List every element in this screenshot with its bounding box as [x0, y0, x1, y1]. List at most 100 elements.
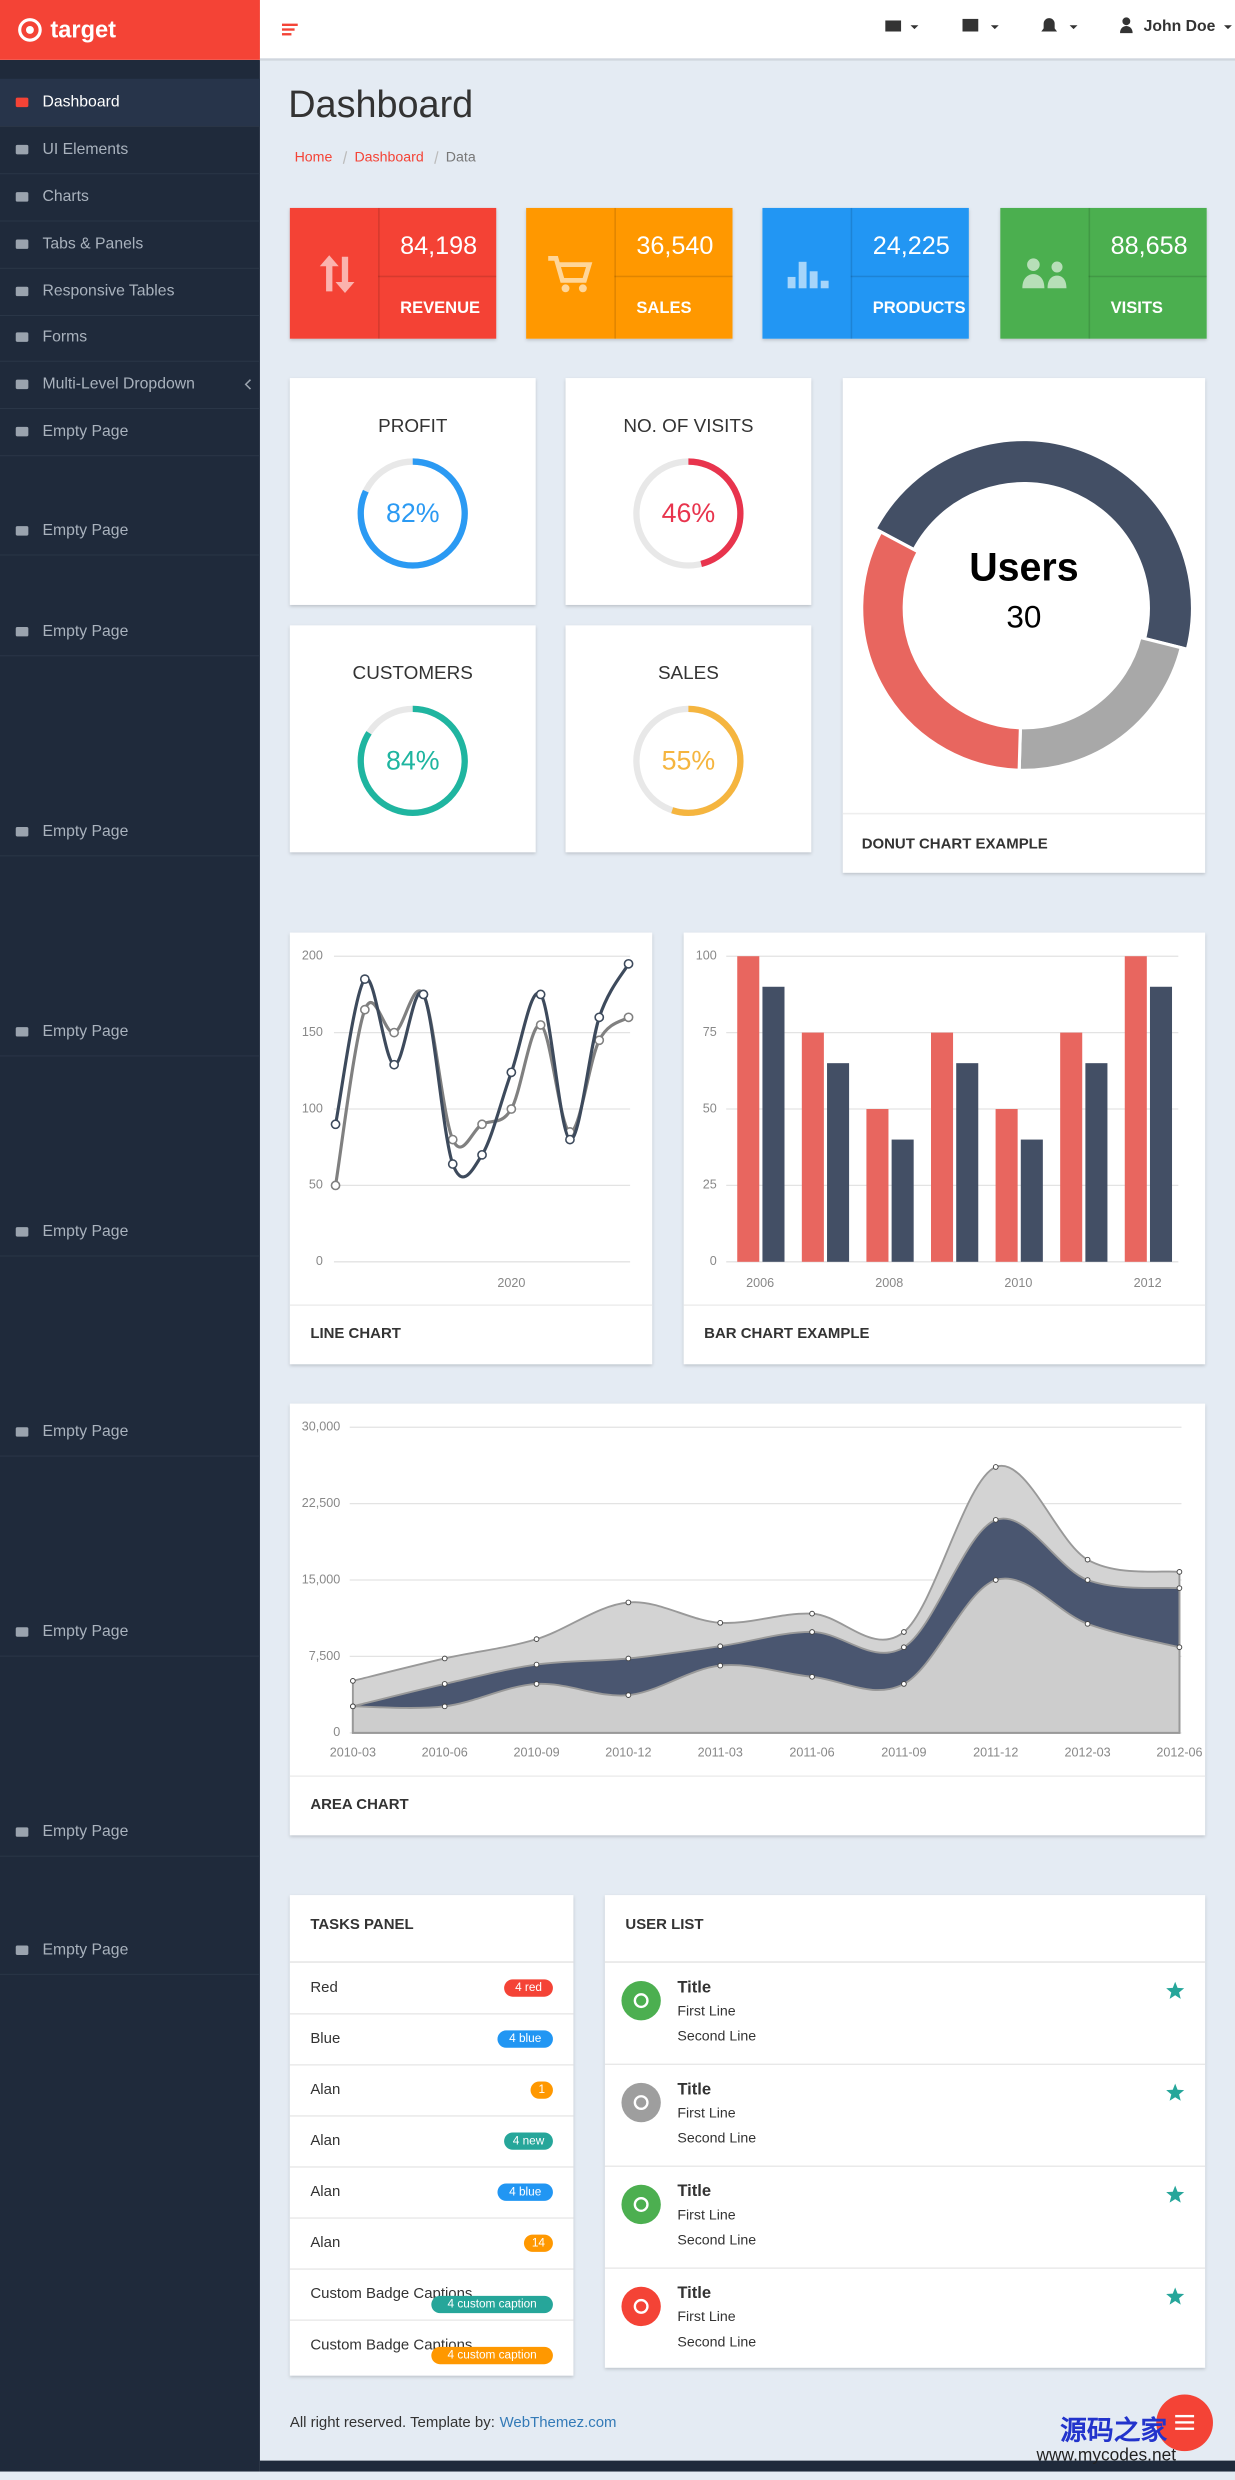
stat-card [526, 207, 733, 339]
nav-separator [0, 1455, 260, 1457]
task-label[interactable]: Red [310, 1979, 337, 1996]
stat-divider [1088, 275, 1207, 278]
nav-item[interactable]: Forms [43, 328, 88, 345]
tasks-icon[interactable] [962, 18, 979, 32]
nav-item[interactable]: Dashboard [43, 94, 120, 111]
nav-item[interactable]: Multi-Level Dropdown [43, 376, 195, 393]
area-point [901, 1681, 907, 1687]
nav-icon[interactable] [15, 1827, 29, 1837]
nav-item[interactable]: Empty Page [43, 1823, 129, 1840]
bar [995, 1109, 1018, 1262]
nav-icon[interactable] [15, 1227, 29, 1237]
footer-link[interactable]: WebThemez.com [500, 2414, 617, 2431]
y-tick-label: 0 [333, 1725, 340, 1739]
menu-toggle[interactable] [281, 28, 295, 31]
page-title: Dashboard [288, 84, 473, 126]
nav-separator [0, 267, 260, 269]
task-label[interactable]: Custom Badge Captions [310, 2285, 472, 2302]
area-point [1084, 1577, 1091, 1583]
task-label[interactable]: Alan [310, 2132, 340, 2149]
star-icon[interactable] [1166, 2287, 1185, 2305]
nav-icon[interactable] [15, 1945, 29, 1955]
nav-item[interactable]: Empty Page [43, 1423, 129, 1440]
footer-text: All right reserved. Template by: [290, 2414, 495, 2431]
area-point [1176, 1644, 1183, 1651]
task-label[interactable]: Blue [310, 2030, 340, 2047]
star-icon[interactable] [1166, 1981, 1185, 1999]
nav-icon[interactable] [15, 379, 29, 390]
nav-item[interactable]: Responsive Tables [43, 283, 175, 300]
user-line: First Line [677, 2105, 735, 2121]
card-separator [604, 1961, 1206, 1963]
caret [1069, 25, 1078, 30]
nav-item[interactable]: Charts [43, 188, 90, 205]
task-label[interactable]: Alan [310, 2081, 340, 2098]
nav-icon[interactable] [15, 332, 29, 342]
stat-icon [820, 280, 829, 289]
line-point [506, 1067, 517, 1078]
nav-icon[interactable] [15, 1427, 29, 1437]
nav-item[interactable]: Empty Page [43, 522, 129, 539]
bell-icon[interactable] [1041, 18, 1058, 32]
breadcrumb-item[interactable]: Dashboard [354, 149, 423, 165]
nav-item[interactable]: Empty Page [43, 1023, 129, 1040]
nav-icon[interactable] [15, 144, 29, 155]
stat-icon [578, 284, 587, 293]
nav-item[interactable]: Empty Page [43, 823, 129, 840]
nav-icon[interactable] [15, 426, 29, 437]
task-label[interactable]: Alan [310, 2234, 340, 2251]
bar [956, 1063, 979, 1262]
donut-segment [860, 529, 1023, 772]
bar [801, 1032, 824, 1262]
area-point [1084, 1556, 1091, 1563]
task-label[interactable]: Alan [310, 2183, 340, 2200]
nav-icon[interactable] [15, 239, 29, 249]
nav-icon[interactable] [15, 1027, 29, 1037]
nav-item[interactable]: Empty Page [43, 1941, 129, 1958]
user-name[interactable]: John Doe [1144, 18, 1216, 35]
nav-icon[interactable] [15, 827, 29, 837]
nav-item[interactable]: Empty Page [43, 1223, 129, 1240]
nav-item[interactable]: Empty Page [43, 623, 129, 640]
gauge-title: SALES [658, 663, 719, 684]
stat-card [1000, 207, 1207, 339]
nav-item[interactable]: Empty Page [43, 423, 129, 440]
stat-icon [809, 271, 818, 289]
nav-icon[interactable] [15, 526, 29, 536]
stat-value: 24,225 [873, 232, 950, 260]
x-tick-label: 2011-06 [789, 1746, 834, 1760]
star-icon[interactable] [1166, 2083, 1185, 2101]
x-tick-label: 2012-06 [1156, 1746, 1202, 1760]
y-tick-label: 200 [302, 949, 323, 963]
gauge-value: 84% [386, 746, 440, 776]
nav-item[interactable]: Empty Page [43, 1623, 129, 1640]
task-label[interactable]: Custom Badge Captions [310, 2336, 472, 2353]
menu-toggle[interactable] [281, 33, 292, 36]
stat-value: 84,198 [400, 232, 477, 260]
area-point [717, 1643, 724, 1650]
nav-icon[interactable] [15, 192, 29, 202]
star-icon[interactable] [1166, 2185, 1185, 2203]
task-badge [431, 2346, 553, 2365]
breadcrumb-item[interactable]: Home [295, 149, 333, 165]
x-tick-label: 2012 [1134, 1276, 1162, 1290]
nav-item[interactable]: UI Elements [43, 141, 129, 158]
caret [910, 25, 919, 30]
y-tick-label: 50 [309, 1178, 323, 1192]
nav-icon[interactable] [15, 97, 29, 108]
nav-item[interactable]: Tabs & Panels [43, 235, 144, 252]
nav-icon[interactable] [15, 1627, 29, 1637]
mail-icon[interactable] [885, 20, 902, 32]
user-icon[interactable] [1120, 17, 1133, 34]
brand-name[interactable]: target [50, 18, 116, 44]
line-point [418, 989, 429, 1000]
stat-divider [850, 275, 969, 278]
line-point [477, 1149, 487, 1160]
nav-icon[interactable] [15, 286, 29, 297]
row-separator [289, 2013, 574, 2015]
row-separator [289, 2319, 574, 2321]
card-title: TASKS PANEL [310, 1916, 413, 1933]
nav-separator [0, 360, 260, 362]
menu-toggle[interactable] [281, 23, 298, 26]
nav-icon[interactable] [15, 626, 29, 637]
